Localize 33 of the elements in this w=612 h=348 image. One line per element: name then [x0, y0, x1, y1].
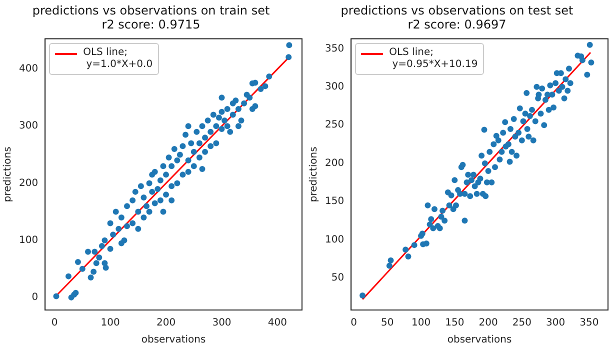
y-tick-label: 150	[324, 196, 344, 208]
y-axis-title: predictions	[308, 146, 320, 202]
y-tick-label: 300	[324, 82, 344, 93]
y-tick-label: 50	[331, 272, 344, 284]
x-tick-label: 200	[478, 318, 498, 329]
chart-title: predictions vs observations on train set r2 score: 0.9715	[32, 3, 270, 32]
x-axis-title: observations	[447, 334, 512, 346]
y-axis-title: predictions	[2, 146, 14, 202]
y-tick-label: 100	[324, 234, 344, 246]
chart-title: predictions vs observations on test set r2 score: 0.9697	[340, 3, 574, 32]
x-tick-label: 0	[350, 318, 357, 329]
x-tick-label: 400	[268, 318, 288, 329]
x-tick-label: 350	[580, 318, 599, 329]
y-tick-label: 100	[18, 234, 38, 246]
y-tick-label: 200	[324, 158, 344, 169]
y-tick-label: 350	[324, 43, 344, 54]
y-tick-label: 200	[18, 178, 38, 189]
x-tick-label: 50	[381, 318, 394, 329]
x-tick-label: 0	[51, 318, 58, 329]
y-tick-label: 250	[324, 120, 344, 131]
y-tick-label: 0	[32, 292, 38, 304]
y-tick-label: 300	[18, 120, 38, 132]
x-tick-label: 250	[512, 318, 532, 329]
x-tick-label: 100	[411, 318, 431, 329]
x-tick-label: 200	[156, 318, 176, 329]
x-tick-label: 300	[546, 318, 566, 329]
x-axis-title: observations	[141, 334, 206, 346]
y-tick-label: 400	[18, 64, 38, 75]
legend-label: OLS line; y=0.95*X+10.19	[389, 46, 478, 71]
x-tick-label: 100	[100, 318, 120, 329]
x-tick-label: 150	[445, 318, 464, 329]
legend-label: OLS line; y=1.0*X+0.0	[83, 46, 153, 71]
x-tick-label: 300	[212, 318, 232, 329]
